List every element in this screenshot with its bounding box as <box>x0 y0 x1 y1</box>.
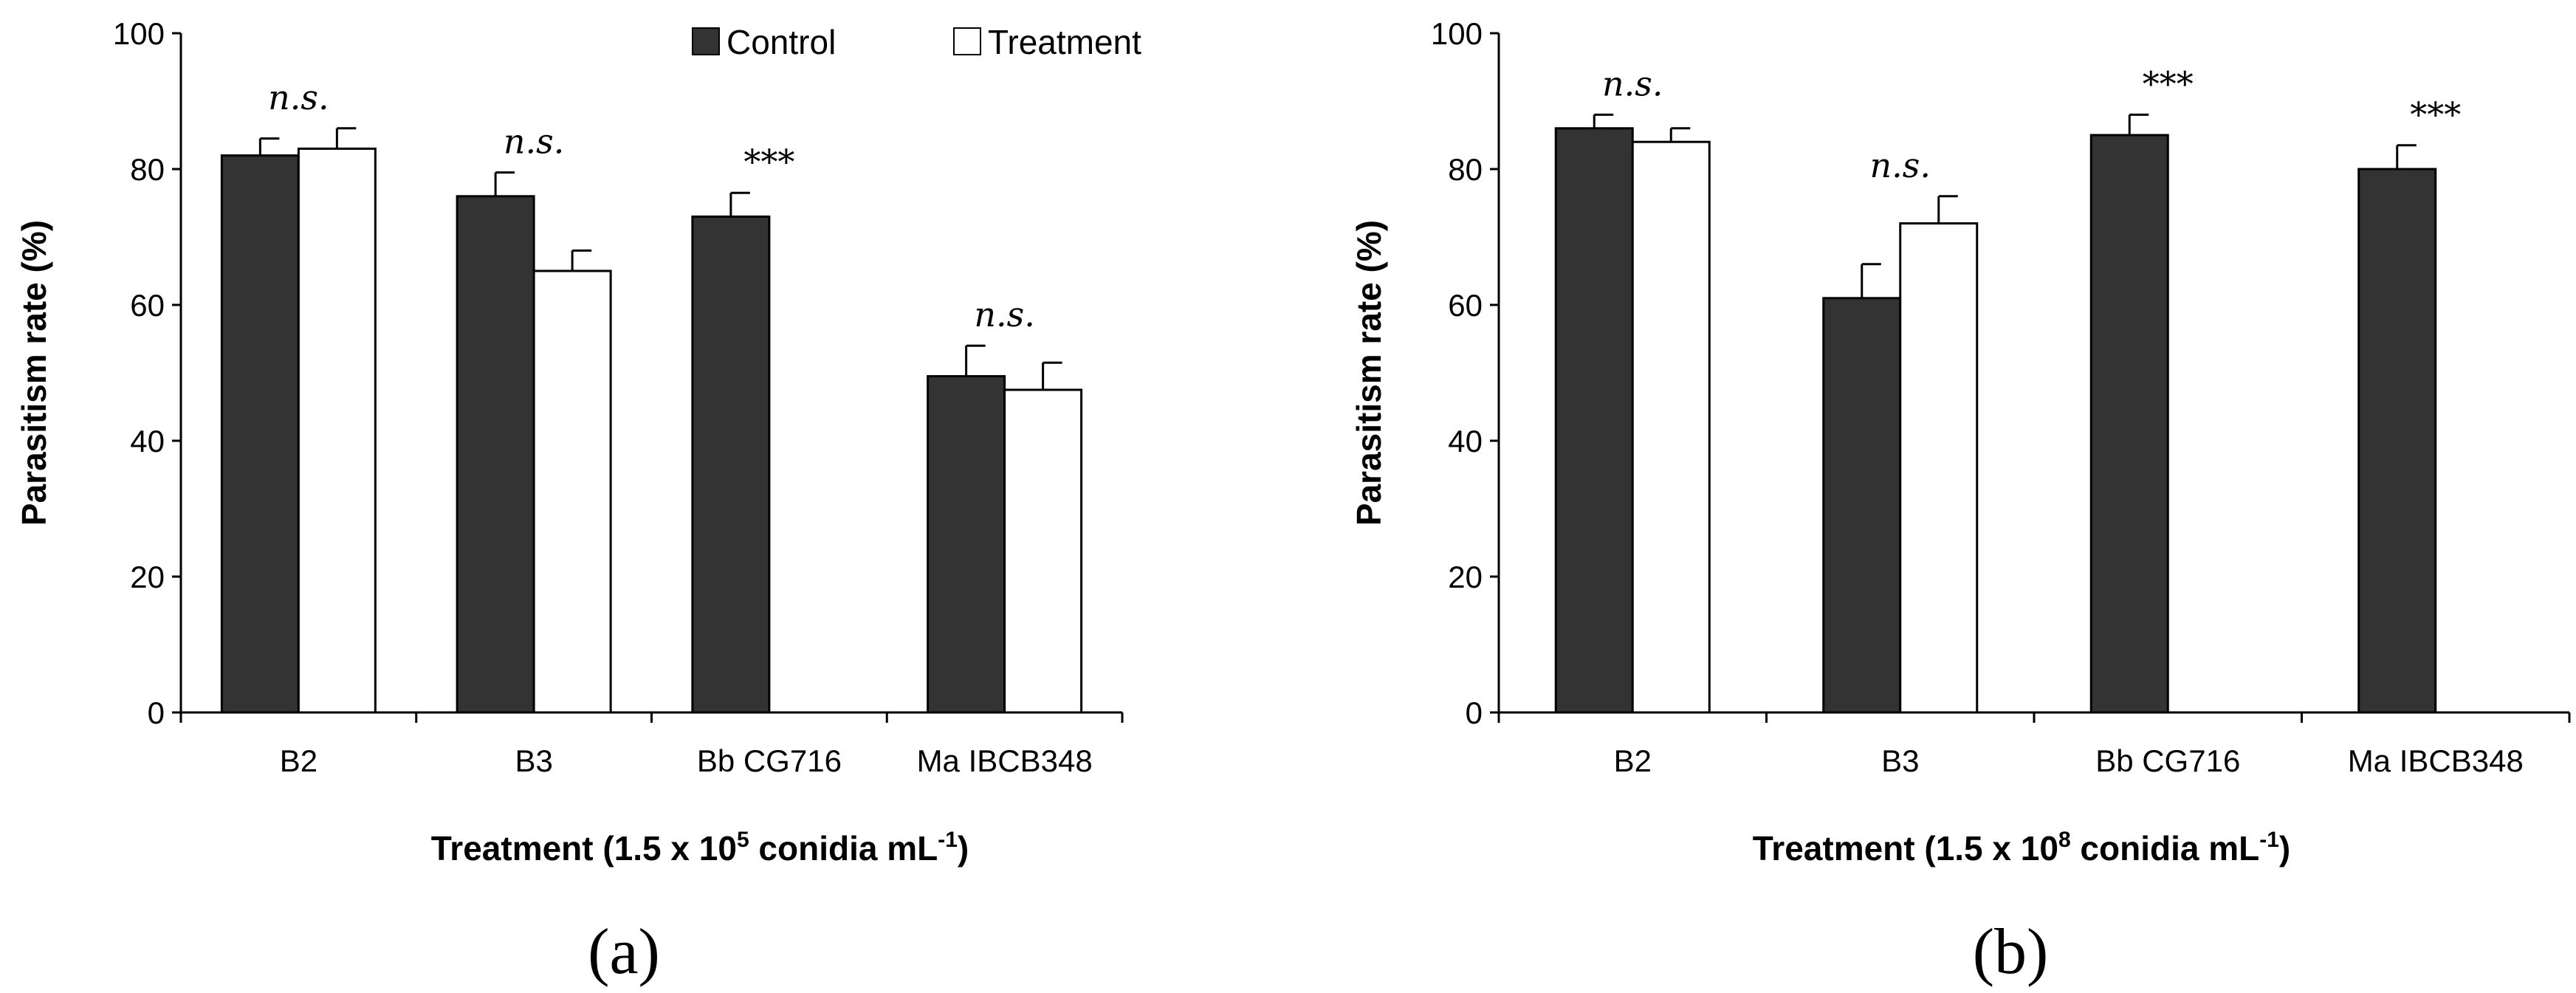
panel-a-bar-control-3 <box>927 375 1006 714</box>
panel-a-category-label: Bb CG716 <box>697 743 842 778</box>
panel-a-significance-label: n.s. <box>974 295 1034 334</box>
panel-a-category-label: Ma IBCB348 <box>917 743 1093 778</box>
panel-b-y-axis-label: Parasitism rate (%) <box>1350 220 1388 526</box>
panel-label-b: (b) <box>1973 916 2049 988</box>
panel-b-y-tick-label: 0 <box>1466 695 1483 730</box>
panel-a-bar-treatment-0 <box>297 147 377 714</box>
panel-b-x-axis-label-part: ) <box>2279 829 2290 867</box>
panel-b-bar-treatment-1 <box>1899 222 1979 714</box>
panel-b-significance-label: *** <box>2410 95 2461 134</box>
panel-b-x-axis-label-part: conidia mL <box>2071 829 2260 867</box>
panel-b-y-tick-label: 40 <box>1448 424 1483 458</box>
panel-label-a: (a) <box>588 916 660 988</box>
panel-b-y-tick-label: 100 <box>1431 16 1483 51</box>
panel-b-category-label: Bb CG716 <box>2095 743 2240 778</box>
panel-a-significance-label: n.s. <box>268 78 329 117</box>
legend-swatch-control <box>692 27 720 55</box>
panel-a-bar-control-2 <box>691 215 771 714</box>
panel-a-bar-treatment-1 <box>532 269 612 714</box>
panel-a-bar-control-1 <box>456 195 535 714</box>
panel-a-significance-label: *** <box>743 142 794 182</box>
panel-b-y-tick-label: 80 <box>1448 152 1483 187</box>
panel-b-x-axis-label-part: Treatment (1.5 x 10 <box>1753 829 2058 867</box>
legend-swatch-treatment <box>953 27 981 55</box>
panel-b-category-label: B3 <box>1881 743 1919 778</box>
panel-a-y-tick-label: 100 <box>113 16 165 51</box>
panel-b-category-label: B2 <box>1614 743 1652 778</box>
panel-a-x-axis-label-part: Treatment (1.5 x 10 <box>431 829 737 867</box>
panel-a-x-axis-label-part: ) <box>958 829 969 867</box>
panel-a-x-axis-label-part: conidia mL <box>749 829 938 867</box>
panel-b-significance-label: n.s. <box>1602 63 1663 103</box>
panel-b-category-label: Ma IBCB348 <box>2348 743 2524 778</box>
panel-b-y-tick-label: 60 <box>1448 288 1483 323</box>
panel-b-bar-control-2 <box>2089 134 2169 714</box>
panel-b-bar-treatment-0 <box>1631 140 1711 714</box>
panel-a-x-axis-label-part: -1 <box>938 828 958 852</box>
panel-a-x-axis-label-part: 5 <box>737 828 749 852</box>
panel-a-y-tick-label: 20 <box>130 560 165 594</box>
legend-label-treatment: Treatment <box>988 23 1141 61</box>
panel-a-y-tick-label: 0 <box>148 695 165 730</box>
panel-b-bar-control-3 <box>2357 168 2437 714</box>
panel-a-bar-control-0 <box>220 154 300 714</box>
panel-a-y-axis-label: Parasitism rate (%) <box>15 220 53 526</box>
panel-a-significance-label: n.s. <box>504 122 564 162</box>
panel-a-category-label: B3 <box>515 743 552 778</box>
panel-a-y-tick-label: 60 <box>130 288 165 323</box>
legend-label-control: Control <box>727 23 836 61</box>
legend: Control Treatment <box>692 23 1141 61</box>
chart-panel-a: 0 20 40 60 80 100 B2 n.s. B3 n.s. Bb CG716 *** Ma IB… <box>15 16 1124 867</box>
panel-a-y-tick-label: 80 <box>130 152 165 187</box>
panel-b-x-axis-label: Treatment (1.5 x 108 conidia mL-1) <box>1753 828 2291 867</box>
chart-panel-b: 0 20 40 60 80 100 B2 n.s. B3 n.s. Bb CG716 *** Ma IB… <box>1350 16 2571 867</box>
panel-a-bar-treatment-3 <box>1003 388 1083 714</box>
panel-b-x-axis-label-part: -1 <box>2259 828 2279 852</box>
panel-b-bar-control-1 <box>1822 297 1902 714</box>
panel-a-y-tick-label: 40 <box>130 424 165 458</box>
panel-a-category-label: B2 <box>280 743 317 778</box>
panel-b-bar-control-0 <box>1554 127 1634 714</box>
panel-a-x-axis-label: Treatment (1.5 x 105 conidia mL-1) <box>431 828 969 867</box>
panel-b-x-axis-label-part: 8 <box>2058 828 2071 852</box>
panel-b-significance-label: n.s. <box>1870 145 1931 185</box>
panel-b-significance-label: *** <box>2143 63 2194 103</box>
panel-b-y-tick-label: 20 <box>1448 560 1483 594</box>
